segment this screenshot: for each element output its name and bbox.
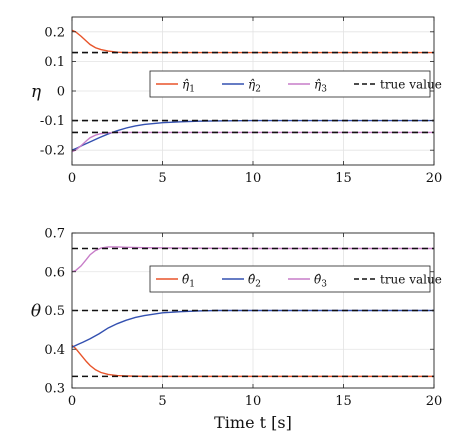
y-tick-label: 0.5 (44, 304, 65, 319)
series-line-3 (71, 246, 434, 273)
y-tick-label: -0.2 (40, 144, 65, 159)
x-tick-label: 20 (426, 394, 443, 409)
x-axis-label: Time t [s] (214, 413, 292, 432)
x-tick-label: 20 (426, 171, 443, 186)
y-tick-label: -0.1 (40, 114, 65, 129)
series-line-3 (71, 131, 434, 153)
legend: η̂1 η̂2 η̂3 true value (149, 70, 442, 98)
legend-label-3: θ̂3 (314, 273, 327, 290)
x-tick-label: 5 (158, 171, 166, 186)
y-tick-label: 0.2 (44, 25, 65, 40)
series-line-2 (71, 309, 434, 348)
x-tick-label: 10 (245, 171, 262, 186)
legend-label-1: η̂1 (182, 78, 195, 95)
y-tick-label: 0.6 (44, 265, 65, 280)
legend-label-1: θ̂1 (182, 273, 195, 290)
y-axis-label: θ (31, 302, 41, 322)
y-tick-label: 0.7 (44, 227, 65, 242)
chart-panel-2: 0 5 10 15 20 0.3 0.4 0.5 0.6 0.7 θ Time t [s] θ̂1 θ̂2… (31, 227, 442, 433)
legend-label-3: η̂3 (314, 78, 327, 95)
x-tick-label: 10 (245, 394, 262, 409)
x-tick-label: 0 (68, 394, 76, 409)
y-tick-label: 0.3 (44, 382, 65, 397)
legend: θ̂1 θ̂2 θ̂3 true value (149, 265, 442, 293)
chart-panel-1: 0 5 10 15 20 -0.2 -0.1 0 0.1 0.2 η η̂1 η̂2 η̂3 true va… (31, 16, 443, 186)
legend-label-4: true value (380, 273, 442, 287)
legend-label-2: θ̂2 (248, 273, 261, 290)
y-tick-label: 0.1 (44, 55, 65, 70)
series-line-2 (71, 119, 434, 151)
legend-label-2: η̂2 (248, 78, 261, 95)
x-tick-label: 5 (158, 394, 166, 409)
legend-label-4: true value (380, 78, 442, 92)
y-tick-label: 0.4 (44, 343, 65, 358)
x-tick-label: 15 (335, 171, 352, 186)
x-tick-label: 15 (335, 394, 352, 409)
y-axis-label: η (31, 82, 42, 102)
series-line-1 (71, 344, 434, 378)
series-line-1 (71, 29, 434, 54)
x-tick-label: 0 (68, 171, 76, 186)
y-tick-label: 0 (57, 85, 65, 100)
